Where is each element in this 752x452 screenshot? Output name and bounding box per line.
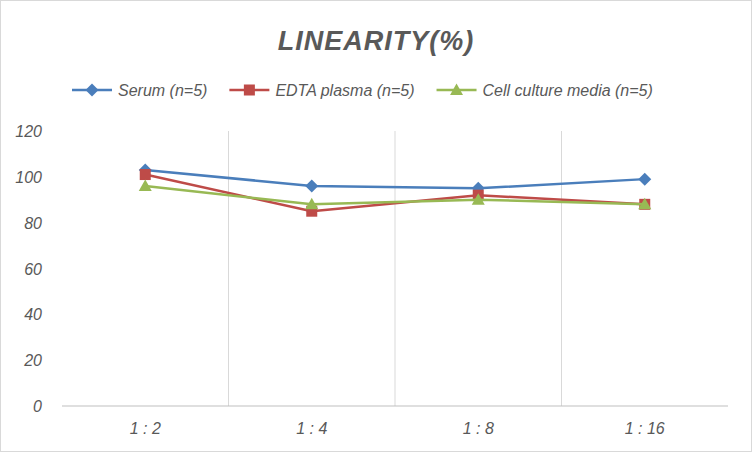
y-tick — [60, 131, 62, 132]
grid-line — [395, 131, 396, 406]
legend-label: Cell culture media (n=5) — [483, 82, 653, 99]
plot-area — [139, 163, 652, 216]
x-tick-label: 1 : 8 — [463, 420, 494, 437]
y-tick — [60, 268, 62, 269]
y-tick-label: 40 — [24, 306, 42, 323]
y-axis-line — [62, 131, 63, 406]
y-tick — [60, 406, 62, 407]
y-tick — [60, 360, 62, 361]
x-tick-label: 1 : 2 — [130, 420, 161, 437]
legend-label: Serum (n=5) — [118, 82, 207, 99]
legend-marker — [86, 84, 99, 97]
y-tick-label: 100 — [15, 169, 42, 186]
marker — [638, 198, 651, 210]
y-tick-label: 80 — [24, 215, 42, 232]
x-axis-line — [62, 406, 728, 407]
chart-title: LINEARITY(%) — [278, 26, 475, 56]
marker — [139, 180, 152, 192]
y-tick-label: 120 — [15, 123, 42, 140]
y-tick-label: 20 — [23, 352, 42, 369]
y-tick-label: 60 — [24, 261, 42, 278]
series-line — [145, 186, 645, 204]
x-tick-label: 1 : 4 — [296, 420, 327, 437]
marker — [305, 180, 318, 193]
y-tick — [60, 176, 62, 177]
marker — [305, 198, 318, 210]
legend-marker — [244, 85, 255, 96]
y-tick-label: 0 — [33, 398, 42, 415]
marker — [472, 193, 485, 205]
y-tick — [60, 222, 62, 223]
series-line — [145, 170, 645, 188]
legend-label: EDTA plasma (n=5) — [275, 82, 414, 99]
y-tick — [60, 314, 62, 315]
series-line — [145, 175, 645, 212]
chart-frame — [1, 1, 752, 452]
legend-marker — [450, 84, 463, 96]
chart-svg: LINEARITY(%) 0 20 40 60 80 100 120 1 : 2 1 : 4 1 :… — [0, 0, 752, 452]
chart-root: LINEARITY(%) 0 20 40 60 80 100 120 1 : 2 1 : 4 1 :… — [0, 0, 752, 452]
grid-line — [228, 131, 229, 406]
marker — [140, 169, 151, 180]
grid-line — [561, 131, 562, 406]
marker — [638, 173, 651, 186]
x-tick-label: 1 : 16 — [625, 420, 665, 437]
